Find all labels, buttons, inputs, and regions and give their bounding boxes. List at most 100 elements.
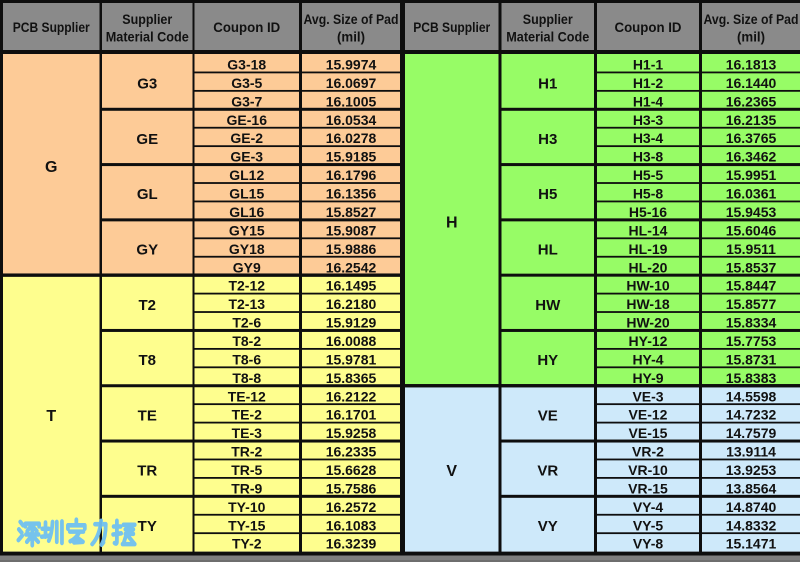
svg-text:H1-1: H1-1 [633, 57, 664, 73]
svg-text:TE-12: TE-12 [228, 388, 266, 404]
svg-text:14.8332: 14.8332 [726, 517, 777, 533]
svg-text:14.5598: 14.5598 [726, 388, 777, 404]
svg-text:16.2572: 16.2572 [326, 499, 377, 515]
svg-text:16.0534: 16.0534 [326, 112, 377, 128]
svg-text:TY: TY [138, 518, 157, 535]
svg-text:16.0697: 16.0697 [326, 75, 377, 91]
svg-text:16.3239: 16.3239 [326, 536, 377, 552]
svg-text:16.0088: 16.0088 [326, 333, 377, 349]
svg-text:H: H [446, 214, 458, 231]
svg-text:T2-13: T2-13 [228, 296, 265, 312]
svg-text:16.0361: 16.0361 [726, 186, 777, 202]
svg-text:16.0278: 16.0278 [326, 130, 377, 146]
svg-text:15.9185: 15.9185 [326, 149, 377, 165]
svg-text:H3: H3 [538, 131, 557, 148]
svg-text:15.7586: 15.7586 [326, 480, 377, 496]
svg-text:GL15: GL15 [229, 186, 264, 202]
svg-text:15.8447: 15.8447 [726, 278, 777, 294]
svg-text:15.8537: 15.8537 [726, 259, 777, 275]
svg-text:15.9453: 15.9453 [726, 204, 777, 220]
svg-text:15.9087: 15.9087 [326, 222, 377, 238]
svg-text:VY-5: VY-5 [633, 517, 664, 533]
svg-text:16.2122: 16.2122 [326, 388, 377, 404]
svg-text:GY: GY [136, 242, 158, 259]
svg-text:H5-8: H5-8 [633, 186, 664, 202]
svg-text:H1-2: H1-2 [633, 75, 664, 91]
svg-text:Avg. Size of Pad: Avg. Size of Pad [704, 12, 799, 27]
svg-text:VR-10: VR-10 [628, 462, 668, 478]
svg-text:HW-20: HW-20 [626, 315, 669, 331]
svg-text:15.8577: 15.8577 [726, 296, 777, 312]
svg-text:HL-19: HL-19 [629, 241, 668, 257]
svg-text:H3-4: H3-4 [633, 130, 664, 146]
svg-text:13.8564: 13.8564 [726, 480, 777, 496]
svg-text:Supplier: Supplier [122, 12, 173, 27]
svg-text:GE-3: GE-3 [230, 149, 263, 165]
svg-text:TR-5: TR-5 [231, 462, 262, 478]
svg-text:VE-12: VE-12 [629, 407, 668, 423]
svg-text:15.1471: 15.1471 [726, 536, 777, 552]
svg-text:VE-15: VE-15 [629, 425, 668, 441]
svg-text:T2-6: T2-6 [232, 315, 261, 331]
svg-text:15.7753: 15.7753 [726, 333, 777, 349]
svg-text:H3-8: H3-8 [633, 149, 664, 165]
svg-text:GL16: GL16 [229, 204, 264, 220]
svg-text:GY18: GY18 [229, 241, 265, 257]
svg-text:H5-5: H5-5 [633, 167, 664, 183]
svg-text:(mil): (mil) [337, 30, 365, 45]
svg-text:VE-3: VE-3 [632, 388, 663, 404]
svg-text:16.2335: 16.2335 [326, 444, 377, 460]
svg-text:G3-7: G3-7 [231, 93, 262, 109]
svg-text:V: V [446, 463, 457, 480]
svg-text:16.1495: 16.1495 [326, 278, 377, 294]
svg-text:HW-10: HW-10 [626, 278, 669, 294]
svg-text:H1: H1 [538, 76, 557, 93]
svg-text:T8-8: T8-8 [232, 370, 261, 386]
svg-text:15.9258: 15.9258 [326, 425, 377, 441]
svg-text:15.8334: 15.8334 [726, 315, 777, 331]
svg-text:15.9511: 15.9511 [726, 241, 776, 257]
svg-text:T8: T8 [138, 352, 156, 369]
svg-text:GY9: GY9 [233, 259, 261, 275]
svg-text:TY-2: TY-2 [232, 536, 262, 552]
svg-text:VY-8: VY-8 [633, 536, 664, 552]
svg-text:TY-15: TY-15 [228, 517, 266, 533]
svg-text:HY-9: HY-9 [632, 370, 663, 386]
svg-text:GE-2: GE-2 [230, 130, 263, 146]
svg-text:15.6046: 15.6046 [726, 222, 777, 238]
svg-text:HW-18: HW-18 [626, 296, 669, 312]
svg-text:HL-14: HL-14 [629, 222, 668, 238]
svg-text:VY-4: VY-4 [633, 499, 664, 515]
svg-text:16.1813: 16.1813 [726, 57, 777, 73]
svg-text:H5-16: H5-16 [629, 204, 667, 220]
svg-text:Material Code: Material Code [506, 30, 589, 45]
svg-text:T2: T2 [138, 297, 156, 314]
svg-text:15.9974: 15.9974 [326, 57, 377, 73]
svg-text:Avg. Size of Pad: Avg. Size of Pad [304, 12, 399, 27]
svg-text:15.9129: 15.9129 [326, 315, 377, 331]
svg-text:16.3765: 16.3765 [726, 130, 777, 146]
svg-text:VR: VR [537, 463, 558, 480]
svg-text:PCB Supplier: PCB Supplier [13, 20, 91, 35]
svg-text:GL: GL [137, 186, 158, 203]
svg-text:13.9253: 13.9253 [726, 462, 777, 478]
svg-text:TE-2: TE-2 [232, 407, 263, 423]
svg-text:Material Code: Material Code [106, 30, 189, 45]
svg-text:15.9781: 15.9781 [326, 351, 377, 367]
svg-text:H3-3: H3-3 [633, 112, 664, 128]
svg-text:G3-18: G3-18 [227, 57, 266, 73]
svg-text:16.1701: 16.1701 [326, 407, 377, 423]
svg-text:16.3462: 16.3462 [726, 149, 777, 165]
svg-text:16.2542: 16.2542 [326, 259, 377, 275]
svg-text:14.7579: 14.7579 [726, 425, 777, 441]
svg-text:13.9114: 13.9114 [726, 444, 776, 460]
svg-text:16.1005: 16.1005 [326, 93, 377, 109]
svg-text:15.8365: 15.8365 [326, 370, 377, 386]
svg-text:TR: TR [137, 463, 157, 480]
svg-text:16.2180: 16.2180 [326, 296, 377, 312]
svg-text:HL-20: HL-20 [629, 259, 668, 275]
svg-text:T8-6: T8-6 [232, 351, 261, 367]
svg-text:VR-15: VR-15 [628, 480, 668, 496]
svg-text:GY15: GY15 [229, 222, 265, 238]
svg-text:G: G [45, 159, 57, 176]
